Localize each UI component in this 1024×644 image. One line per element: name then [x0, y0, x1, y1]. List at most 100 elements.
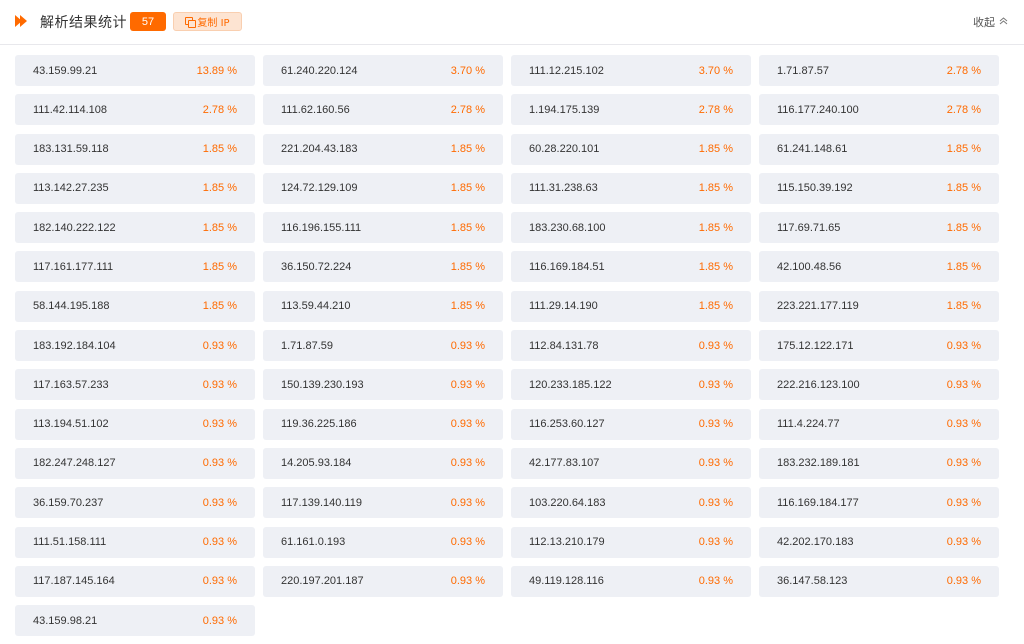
ip-percentage: 0.93 % [698, 457, 733, 470]
ip-address: 36.159.70.237 [33, 496, 104, 509]
ip-address: 111.29.14.190 [529, 300, 598, 313]
ip-percentage: 1.85 % [202, 143, 237, 156]
ip-percentage: 0.93 % [698, 496, 733, 509]
ip-percentage: 1.85 % [946, 260, 981, 273]
chevron-up-double-icon [999, 16, 1008, 28]
ip-percentage: 1.85 % [450, 300, 485, 313]
ip-result-item: 182.247.248.127 0.93 % [15, 447, 255, 479]
ip-result-item: 43.159.98.21 0.93 % [15, 605, 255, 637]
ip-percentage: 1.85 % [202, 300, 237, 313]
ip-result-item: 43.159.99.21 13.89 % [15, 55, 255, 86]
ip-address: 111.51.158.111 [33, 536, 107, 549]
ip-result-item: 119.36.225.186 0.93 % [263, 408, 503, 440]
ip-percentage: 1.85 % [450, 260, 485, 273]
ip-address: 119.36.225.186 [281, 418, 357, 431]
ip-address: 111.4.224.77 [777, 418, 840, 431]
ip-result-item: 36.159.70.237 0.93 % [15, 487, 255, 519]
ip-percentage: 0.93 % [698, 536, 733, 549]
ip-result-item: 117.139.140.119 0.93 % [263, 487, 503, 519]
ip-percentage: 1.85 % [946, 300, 981, 313]
copy-ip-label: 复制 IP [197, 18, 230, 29]
ip-address: 112.13.210.179 [529, 536, 605, 549]
ip-address: 116.177.240.100 [777, 103, 859, 116]
ip-percentage: 1.85 % [946, 182, 981, 195]
ip-percentage: 1.85 % [698, 300, 733, 313]
ip-percentage: 0.93 % [202, 614, 237, 627]
ip-result-item: 116.169.184.51 1.85 % [511, 251, 751, 283]
ip-result-item: 111.51.158.111 0.93 % [15, 526, 255, 558]
ip-address: 113.142.27.235 [33, 182, 109, 195]
ip-percentage: 2.78 % [698, 103, 733, 116]
double-play-icon [14, 13, 30, 29]
ip-percentage: 1.85 % [450, 143, 485, 156]
ip-address: 183.232.189.181 [777, 457, 860, 470]
ip-result-item: 117.187.145.164 0.93 % [15, 565, 255, 597]
ip-address: 183.230.68.100 [529, 221, 606, 234]
ip-result-item: 111.42.114.108 2.78 % [15, 94, 255, 126]
ip-address: 116.169.184.51 [529, 260, 605, 273]
ip-result-item: 113.142.27.235 1.85 % [15, 172, 255, 204]
ip-result-item: 1.71.87.57 2.78 % [759, 55, 999, 86]
ip-address: 42.202.170.183 [777, 536, 854, 549]
ip-percentage: 1.85 % [202, 260, 237, 273]
ip-percentage: 0.93 % [946, 339, 981, 352]
ip-result-item: 103.220.64.183 0.93 % [511, 487, 751, 519]
ip-result-item: 61.240.220.124 3.70 % [263, 55, 503, 86]
ip-result-item: 111.31.238.63 1.85 % [511, 172, 751, 204]
ip-percentage: 0.93 % [946, 378, 981, 391]
ip-address: 182.140.222.122 [33, 221, 116, 234]
ip-result-item: 42.202.170.183 0.93 % [759, 526, 999, 558]
ip-result-item: 36.150.72.224 1.85 % [263, 251, 503, 283]
ip-result-item: 1.71.87.59 0.93 % [263, 330, 503, 362]
ip-address: 1.71.87.57 [777, 64, 829, 77]
ip-result-item: 36.147.58.123 0.93 % [759, 565, 999, 597]
ip-percentage: 2.78 % [946, 103, 981, 116]
collapse-button[interactable]: 收起 [973, 14, 1008, 30]
ip-result-item: 112.84.131.78 0.93 % [511, 330, 751, 362]
ip-address: 111.62.160.56 [281, 103, 350, 116]
ip-address: 113.59.44.210 [281, 300, 351, 313]
ip-result-item: 116.196.155.111 1.85 % [263, 212, 503, 244]
ip-result-item: 221.204.43.183 1.85 % [263, 133, 503, 165]
ip-result-item: 1.194.175.139 2.78 % [511, 94, 751, 126]
ip-percentage: 0.93 % [450, 339, 485, 352]
ip-percentage: 0.93 % [450, 575, 485, 588]
ip-address: 58.144.195.188 [33, 300, 110, 313]
ip-address: 1.194.175.139 [529, 103, 600, 116]
ip-result-item: 61.161.0.193 0.93 % [263, 526, 503, 558]
ip-percentage: 0.93 % [946, 457, 981, 470]
ip-result-item: 116.177.240.100 2.78 % [759, 94, 999, 126]
ip-address: 175.12.122.171 [777, 339, 854, 352]
ip-percentage: 1.85 % [202, 182, 237, 195]
ip-percentage: 0.93 % [450, 457, 485, 470]
ip-percentage: 0.93 % [946, 575, 981, 588]
ip-result-item: 111.12.215.102 3.70 % [511, 55, 751, 86]
collapse-label: 收起 [973, 16, 995, 29]
ip-result-item: 49.119.128.116 0.93 % [511, 565, 751, 597]
ip-percentage: 0.93 % [202, 536, 237, 549]
ip-address: 116.169.184.177 [777, 496, 859, 509]
ip-result-item: 60.28.220.101 1.85 % [511, 133, 751, 165]
ip-address: 182.247.248.127 [33, 457, 116, 470]
ip-result-item: 112.13.210.179 0.93 % [511, 526, 751, 558]
copy-ip-button[interactable]: 复制 IP [173, 12, 242, 31]
ip-result-item: 61.241.148.61 1.85 % [759, 133, 999, 165]
ip-result-item: 222.216.123.100 0.93 % [759, 369, 999, 401]
ip-percentage: 1.85 % [202, 221, 237, 234]
ip-percentage: 1.85 % [698, 143, 733, 156]
ip-result-item: 42.177.83.107 0.93 % [511, 447, 751, 479]
ip-address: 222.216.123.100 [777, 378, 860, 391]
ip-percentage: 0.93 % [946, 496, 981, 509]
ip-percentage: 0.93 % [698, 339, 733, 352]
ip-address: 111.42.114.108 [33, 103, 108, 116]
ip-percentage: 0.93 % [698, 418, 733, 431]
ip-percentage: 0.93 % [450, 536, 485, 549]
ip-result-item: 183.131.59.118 1.85 % [15, 133, 255, 165]
ip-result-item: 183.192.184.104 0.93 % [15, 330, 255, 362]
ip-result-item: 116.253.60.127 0.93 % [511, 408, 751, 440]
ip-percentage: 1.85 % [698, 182, 733, 195]
ip-address: 111.12.215.102 [529, 64, 604, 77]
ip-address: 42.177.83.107 [529, 457, 600, 470]
ip-result-item: 183.230.68.100 1.85 % [511, 212, 751, 244]
ip-result-item: 117.163.57.233 0.93 % [15, 369, 255, 401]
